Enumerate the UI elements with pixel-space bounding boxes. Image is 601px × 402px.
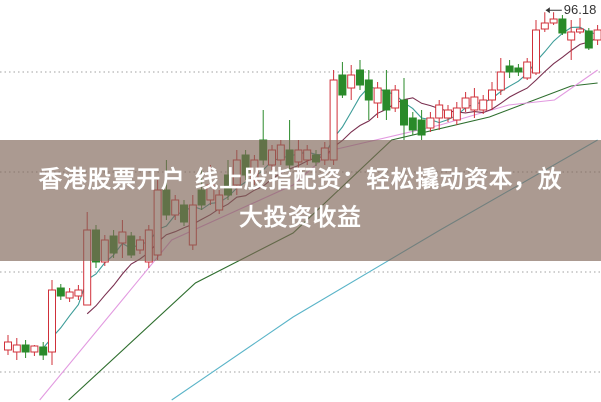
candle-up xyxy=(479,99,488,111)
candle-down xyxy=(514,67,523,73)
candle-up xyxy=(30,345,39,353)
candle-up xyxy=(12,344,21,353)
candle-down xyxy=(558,18,567,34)
candle-down xyxy=(39,346,48,356)
candle-up xyxy=(576,28,584,33)
candle-down xyxy=(408,117,417,131)
candle-down xyxy=(21,344,30,353)
candle-down xyxy=(400,99,408,126)
banner-text: 香港股票开户 线上股指配资：轻松撬动资本，放 大投资收益 xyxy=(0,160,601,236)
candle-up xyxy=(391,89,400,109)
candle-up xyxy=(373,87,382,104)
candle-up xyxy=(532,29,540,74)
candle-down xyxy=(56,287,65,297)
candle-up xyxy=(48,289,56,353)
candle-up xyxy=(488,89,496,101)
ad-banner xyxy=(0,140,601,261)
candle-up xyxy=(4,341,12,351)
candle-up xyxy=(435,104,444,119)
candle-up xyxy=(593,29,601,41)
candle-up xyxy=(549,18,558,24)
candle-down xyxy=(364,79,373,101)
candle-down xyxy=(417,119,426,136)
candle-up xyxy=(496,71,505,91)
candle-down xyxy=(505,65,514,73)
banner-line-2: 大投资收益 xyxy=(239,203,362,231)
candle-up xyxy=(523,61,532,79)
candle-up xyxy=(470,96,479,111)
candle-up xyxy=(444,109,452,119)
candle-up xyxy=(452,107,461,121)
candle-up xyxy=(347,74,356,89)
candle-up xyxy=(65,291,74,299)
candle-down xyxy=(382,89,391,111)
max-arrow-icon xyxy=(545,7,550,14)
candle-up xyxy=(540,22,549,30)
candle-down xyxy=(338,74,347,96)
banner-line-1: 香港股票开户 线上股指配资：轻松撬动资本，放 xyxy=(38,165,563,193)
candle-down xyxy=(584,30,593,49)
candle-up xyxy=(567,31,576,41)
candle-down xyxy=(356,69,364,86)
candle-up xyxy=(461,97,470,109)
candle-up xyxy=(426,117,435,129)
max-price-label: 96.18 xyxy=(564,2,597,17)
candle-up xyxy=(74,289,83,297)
